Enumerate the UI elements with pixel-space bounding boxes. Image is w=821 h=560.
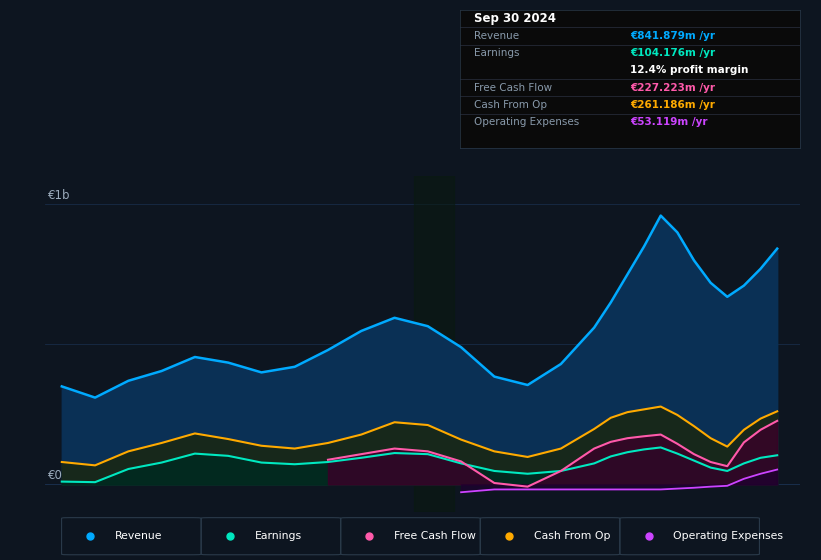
Bar [415, 176, 455, 512]
Text: Free Cash Flow: Free Cash Flow [474, 83, 552, 92]
Text: Free Cash Flow: Free Cash Flow [394, 531, 476, 541]
Text: 12.4% profit margin: 12.4% profit margin [630, 66, 749, 76]
Text: Cash From Op: Cash From Op [534, 531, 610, 541]
Text: Earnings: Earnings [255, 531, 301, 541]
Text: €104.176m /yr: €104.176m /yr [630, 48, 715, 58]
Text: €1b: €1b [48, 189, 71, 202]
Text: €0: €0 [48, 469, 63, 482]
Text: €841.879m /yr: €841.879m /yr [630, 31, 715, 41]
Text: Operating Expenses: Operating Expenses [673, 531, 783, 541]
Text: €53.119m /yr: €53.119m /yr [630, 117, 708, 127]
Text: Sep 30 2024: Sep 30 2024 [474, 12, 556, 25]
Text: €261.186m /yr: €261.186m /yr [630, 100, 715, 110]
Text: Earnings: Earnings [474, 48, 519, 58]
Text: Cash From Op: Cash From Op [474, 100, 547, 110]
Text: Revenue: Revenue [115, 531, 163, 541]
Text: Operating Expenses: Operating Expenses [474, 117, 579, 127]
Text: Revenue: Revenue [474, 31, 519, 41]
Text: €227.223m /yr: €227.223m /yr [630, 83, 715, 92]
